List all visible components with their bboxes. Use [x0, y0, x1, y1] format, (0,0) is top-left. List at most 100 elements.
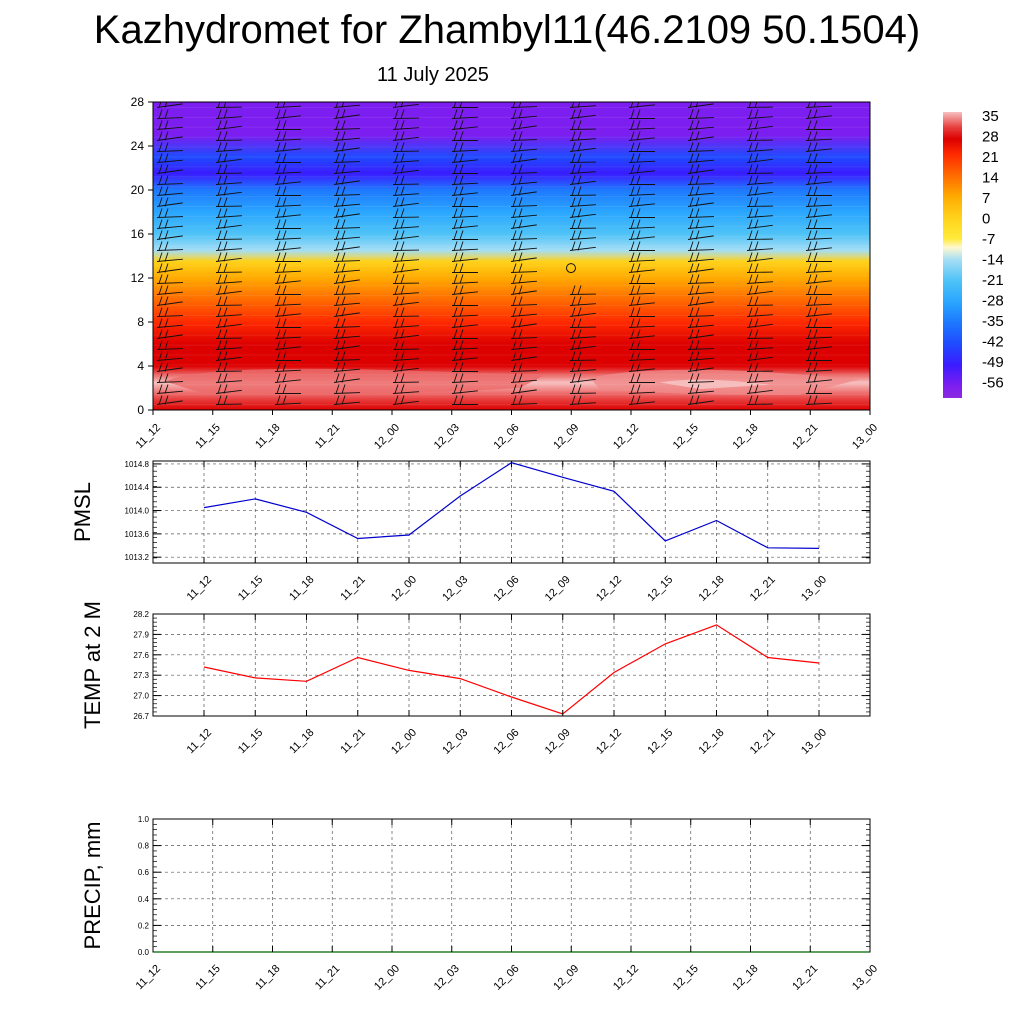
- wind-barb-flag: [807, 241, 812, 251]
- wind-barb-shaft: [333, 227, 360, 229]
- wind-barb-flag: [223, 296, 228, 306]
- wind-barb-flag: [754, 307, 759, 317]
- wind-barb-flag: [158, 230, 163, 240]
- wind-barb-flag: [630, 102, 634, 108]
- wind-barb-flag: [577, 340, 582, 350]
- wind-barb-flag: [400, 120, 405, 130]
- pmsl-ytick-label: 1013.2: [125, 553, 150, 562]
- wind-barb-flag: [341, 219, 346, 229]
- wind-barb-flag: [282, 131, 287, 141]
- wind-barb-shaft: [156, 117, 183, 119]
- wind-barb-flag: [636, 142, 641, 152]
- wind-barb-flag: [158, 219, 163, 229]
- wind-barb-shaft: [274, 148, 301, 152]
- wind-barb-flag: [164, 109, 169, 119]
- wind-barb-flag: [630, 241, 635, 251]
- colorbar-label: -49: [982, 354, 1004, 371]
- wind-barb-flag: [158, 153, 163, 163]
- wind-barb-flag: [341, 230, 346, 240]
- wind-barb-flag: [807, 175, 812, 185]
- wind-barb-flag: [807, 131, 812, 141]
- wind-barb-flag: [459, 395, 464, 405]
- wind-barb-flag: [518, 230, 523, 240]
- wind-barb-flag: [158, 285, 163, 295]
- wind-barb-shaft: [628, 160, 655, 163]
- wind-barb-shaft: [746, 248, 773, 251]
- wind-barb-flag: [512, 340, 517, 350]
- wind-barb-shaft: [333, 269, 360, 273]
- wind-barb-flag: [459, 219, 464, 229]
- wind-barb-shaft: [628, 127, 655, 130]
- wind-barb-flag: [335, 340, 340, 350]
- wind-barb-shaft: [451, 357, 478, 361]
- precip-ytick-label: 0.0: [138, 948, 150, 957]
- wind-barb-flag: [282, 285, 287, 295]
- wind-barb-shaft: [333, 147, 360, 152]
- wind-barb-flag: [748, 186, 753, 196]
- wind-barb-shaft: [392, 136, 419, 141]
- wind-barb-shaft: [156, 103, 183, 108]
- wind-barb-flag: [394, 307, 399, 317]
- wind-barb-flag: [341, 252, 346, 262]
- wind-barb-flag: [571, 131, 576, 141]
- wind-barb-shaft: [215, 191, 242, 196]
- wind-barb-flag: [164, 373, 169, 383]
- wind-barb-shaft: [569, 138, 596, 141]
- wind-barb-shaft: [451, 149, 478, 152]
- pmsl-ytick-label: 1014.0: [125, 507, 150, 516]
- wind-barb-flag: [164, 362, 169, 372]
- wind-barb-shaft: [746, 323, 773, 328]
- wind-barb-shaft: [392, 367, 419, 372]
- wind-barb-flag: [695, 109, 700, 119]
- temp-ytick-label: 27.3: [133, 671, 149, 680]
- wind-barb-flag: [577, 318, 582, 328]
- wind-barb-flag: [512, 285, 517, 295]
- wind-barb-flag: [813, 329, 818, 339]
- wind-barb-flag: [512, 175, 517, 185]
- wind-barb-shaft: [333, 392, 360, 394]
- wind-barb-flag: [754, 197, 759, 207]
- wind-barb-flag: [630, 142, 635, 152]
- wind-barb-flag: [577, 241, 582, 251]
- wind-barb-flag: [577, 307, 582, 317]
- wind-barb-flag: [335, 131, 340, 141]
- pmsl-ylabel: PMSL: [70, 482, 95, 542]
- wind-barb-flag: [577, 164, 582, 174]
- wind-barb-flag: [518, 373, 523, 383]
- wind-barb-flag: [400, 340, 405, 350]
- wind-barb-flag: [512, 351, 517, 361]
- wind-barb-shaft: [510, 125, 537, 130]
- wind-barb-flag: [748, 208, 753, 218]
- precip-xtick-label: 11_18: [253, 963, 283, 993]
- wind-barb-flag: [748, 142, 753, 152]
- wind-barb-flag: [400, 395, 405, 405]
- heatmap-xtick-label: 12_03: [432, 422, 462, 452]
- wind-barb-shaft: [333, 359, 360, 361]
- wind-barb-flag: [164, 274, 169, 284]
- wind-barb-flag: [807, 153, 812, 163]
- precip-xtick-label: 12_09: [551, 963, 581, 993]
- wind-barb-shaft: [746, 158, 773, 163]
- wind-barb-flag: [689, 373, 694, 383]
- colorbar-label: 14: [982, 170, 999, 187]
- wind-barb-flag: [748, 274, 753, 284]
- wind-barb-flag: [453, 296, 458, 306]
- wind-barb-flag: [400, 285, 405, 295]
- wind-barb-flag: [158, 186, 163, 196]
- wind-barb-shaft: [510, 280, 537, 284]
- wind-barb-flag: [630, 175, 635, 185]
- heatmap-xtick-label: 12_12: [611, 422, 641, 452]
- wind-barb-flag: [223, 285, 228, 295]
- wind-barb-flag: [276, 219, 281, 229]
- wind-barb-flag: [453, 230, 458, 240]
- wind-barb-flag: [577, 296, 582, 306]
- wind-barb-flag: [453, 175, 458, 185]
- wind-barb-shaft: [333, 345, 360, 350]
- heatmap-ytick-label: 8: [137, 315, 144, 329]
- wind-barb-shaft: [510, 158, 537, 163]
- wind-barb-flag: [335, 373, 340, 383]
- wind-barb-flag: [813, 164, 818, 174]
- wind-barb-flag: [223, 362, 228, 372]
- wind-barb-shaft: [510, 115, 537, 119]
- wind-barb-flag: [813, 307, 818, 317]
